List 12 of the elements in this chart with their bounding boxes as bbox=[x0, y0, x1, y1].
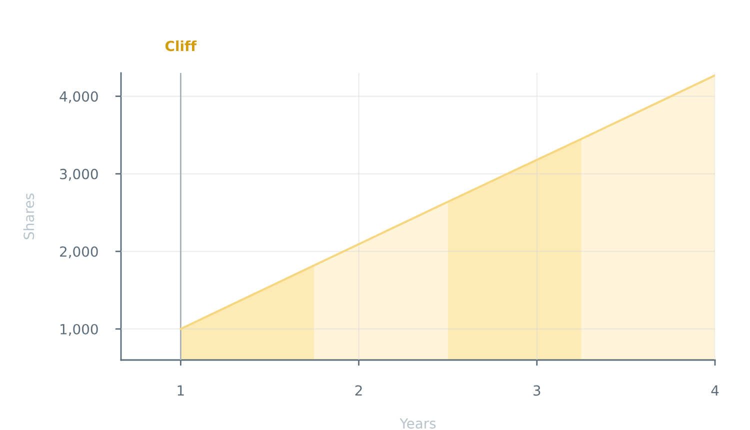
x-tick-label: 2 bbox=[355, 385, 362, 396]
x-tick-label: 1 bbox=[178, 385, 184, 396]
y-tick-label: 3,000 bbox=[60, 168, 98, 181]
x-tick-label: 4 bbox=[711, 385, 719, 396]
y-tick-label: 2,000 bbox=[60, 246, 98, 258]
y-axis-title: Shares bbox=[23, 194, 34, 240]
y-tick-label: 1,000 bbox=[60, 324, 98, 336]
x-axis-title: Years bbox=[400, 418, 436, 429]
y-tick-label: 4,000 bbox=[60, 91, 98, 104]
ref-line-label: Cliff bbox=[165, 40, 197, 52]
line-series bbox=[180, 74, 715, 330]
x-tick-label: 3 bbox=[534, 385, 540, 396]
